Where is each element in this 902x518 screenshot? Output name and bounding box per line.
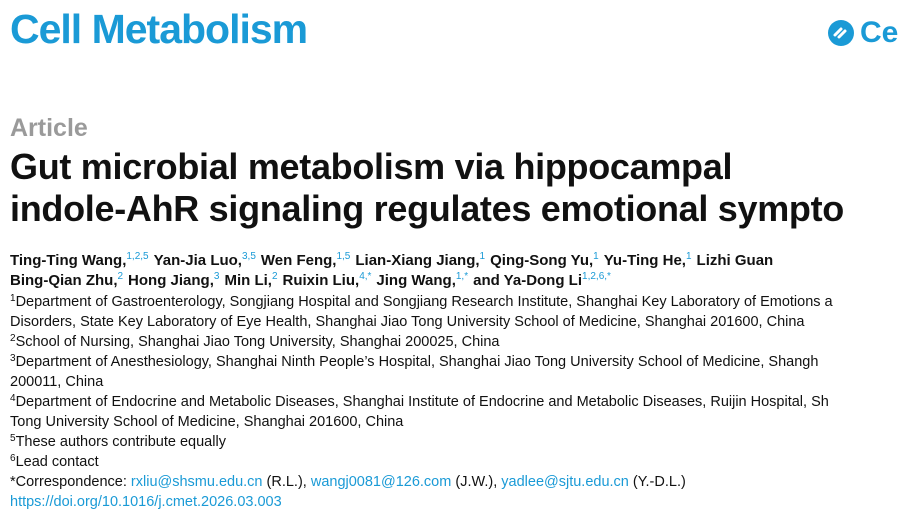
affiliation-text: 200011, China	[10, 374, 104, 390]
affiliation-line: Disorders, State Key Laboratory of Eye H…	[10, 312, 833, 332]
correspondence-label: *Correspondence:	[10, 474, 127, 490]
affiliation-line: Tong University School of Medicine, Shan…	[10, 412, 833, 432]
affiliation-number: 5	[10, 433, 16, 444]
author-name: Qing-Song Yu,	[490, 252, 594, 269]
author-line: Bing-Qian Zhu,2 Hong Jiang,3 Min Li,2 Ruixi…	[10, 271, 773, 291]
author-affiliation-mark: 3	[213, 271, 220, 282]
author-affiliation-mark: 1	[593, 251, 599, 262]
author-name: Min Li,	[224, 272, 272, 289]
affiliation-line: 2School of Nursing, Shanghai Jiao Tong U…	[10, 332, 833, 352]
affiliation-text: School of Nursing, Shanghai Jiao Tong Un…	[15, 334, 500, 350]
author-name: Hong Jiang,	[128, 272, 214, 289]
author-affiliation-mark: 2	[271, 271, 278, 282]
author-affiliation-mark: 1,2,6,*	[582, 271, 611, 282]
affiliation-number: 3	[10, 353, 16, 364]
affiliation-number: 6	[10, 453, 16, 464]
article-title: Gut microbial metabolism via hippocampal…	[10, 146, 844, 230]
author-name: Ting-Ting Wang,	[10, 252, 127, 269]
affiliation-line: 1Department of Gastroenterology, Songjia…	[10, 292, 833, 312]
logo-text: Ce	[860, 16, 899, 49]
affiliation-text: Tong University School of Medicine, Shan…	[10, 414, 404, 430]
affiliation-text: These authors contribute equally	[15, 434, 226, 450]
doi-line: https://doi.org/10.1016/j.cmet.2026.03.0…	[10, 492, 833, 512]
affiliation-number: 2	[10, 333, 16, 344]
author-list: Ting-Ting Wang,1,2,5 Yan-Jia Luo,3,5 Wen F…	[10, 251, 773, 291]
email-link[interactable]: wangj0081@126.com	[310, 474, 452, 490]
author-affiliation-mark: 1	[685, 251, 692, 262]
title-line: indole-AhR signaling regulates emotional…	[10, 188, 844, 229]
logo-icon	[828, 20, 854, 46]
affiliation-text: Department of Anesthesiology, Shanghai N…	[15, 354, 819, 370]
author-name: Yan-Jia Luo,	[153, 252, 242, 269]
author-affiliation-mark: 1,*	[455, 271, 469, 282]
author-affiliation-mark: 1	[479, 251, 486, 262]
journal-name: Cell Metabolism	[10, 6, 308, 52]
affiliation-line: 200011, China	[10, 372, 833, 392]
author-name: Lizhi Guan	[696, 252, 774, 269]
affiliation-text: Department of Gastroenterology, Songjian…	[15, 294, 833, 310]
author-name: Yu-Ting He,	[603, 252, 686, 269]
affiliation-line: 5These authors contribute equally	[10, 432, 833, 452]
author-name: Jing Wang,	[376, 272, 456, 289]
affiliation-text: Department of Endocrine and Metabolic Di…	[15, 394, 829, 410]
author-name: Lian-Xiang Jiang,	[355, 252, 480, 269]
author-name: Bing-Qian Zhu,	[10, 272, 118, 289]
affiliation-line: 3Department of Anesthesiology, Shanghai …	[10, 352, 833, 372]
author-initials: (J.W.),	[455, 474, 498, 490]
author-affiliation-mark: 2	[117, 271, 124, 282]
author-affiliation-mark: 1,2,5	[126, 251, 149, 262]
author-initials: (Y.-D.L.)	[632, 474, 686, 490]
affiliation-text: Disorders, State Key Laboratory of Eye H…	[10, 314, 805, 330]
affiliation-line: 6Lead contact	[10, 452, 833, 472]
author-affiliation-mark: 4,*	[359, 271, 372, 282]
correspondence: *Correspondence: rxliu@shsmu.edu.cn (R.L…	[10, 472, 833, 492]
author-affiliation-mark: 3,5	[241, 251, 256, 262]
affiliation-number: 4	[10, 393, 16, 404]
affiliation-number: 1	[10, 293, 16, 304]
email-link[interactable]: rxliu@shsmu.edu.cn	[130, 474, 263, 490]
email-link[interactable]: yadlee@sjtu.edu.cn	[501, 474, 629, 490]
author-line: Ting-Ting Wang,1,2,5 Yan-Jia Luo,3,5 Wen F…	[10, 251, 773, 271]
article-type: Article	[10, 114, 88, 142]
author-name: Wen Feng,	[260, 252, 337, 269]
author-name: Ruixin Liu,	[282, 272, 360, 289]
affiliation-line: 4Department of Endocrine and Metabolic D…	[10, 392, 833, 412]
affiliations: 1Department of Gastroenterology, Songjia…	[10, 292, 833, 512]
author-initials: (R.L.),	[266, 474, 307, 490]
affiliation-text: Lead contact	[15, 454, 99, 470]
publisher-logo: Ce	[826, 16, 898, 50]
title-line: Gut microbial metabolism via hippocampal	[10, 146, 733, 187]
doi-link[interactable]: https://doi.org/10.1016/j.cmet.2026.03.0…	[10, 494, 282, 510]
author-affiliation-mark: 1,5	[336, 251, 351, 262]
author-name: and Ya-Dong Li	[473, 272, 583, 289]
